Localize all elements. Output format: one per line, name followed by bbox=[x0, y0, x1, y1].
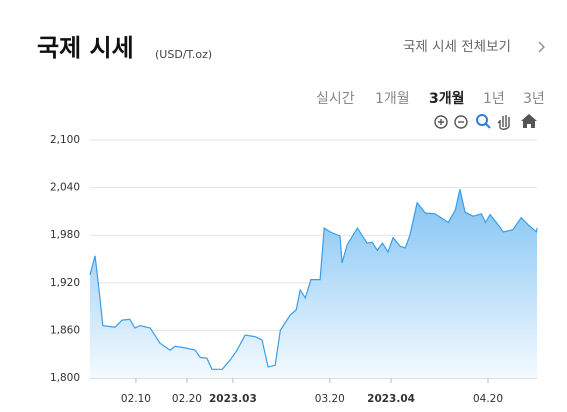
x-tick-label: 02.20 bbox=[172, 393, 202, 405]
title: 국제 시세 bbox=[37, 34, 134, 62]
view-all-link[interactable]: 국제 시세 전체보기 bbox=[403, 39, 511, 55]
y-tick-label: 2,100 bbox=[50, 134, 80, 146]
x-tick-label: 02.10 bbox=[121, 393, 151, 405]
period-tab[interactable]: 3개월 bbox=[429, 90, 465, 107]
period-tab[interactable]: 1개월 bbox=[375, 91, 410, 107]
y-tick-label: 1,860 bbox=[50, 324, 80, 336]
period-tabs: 실시간 1개월 3개월 1년 3년 bbox=[316, 90, 545, 107]
zoom-select[interactable] bbox=[476, 114, 491, 129]
zoom-out[interactable] bbox=[454, 115, 468, 129]
pan[interactable] bbox=[497, 115, 510, 130]
period-tab[interactable]: 실시간 bbox=[316, 91, 355, 107]
price-line bbox=[89, 189, 538, 370]
chart-tools bbox=[434, 114, 537, 130]
x-tick-label: 04.20 bbox=[473, 393, 503, 405]
y-tick-label: 2,040 bbox=[50, 182, 80, 194]
x-tick-label: 03.20 bbox=[315, 393, 345, 405]
unit: (USD/T.oz) bbox=[155, 48, 212, 61]
y-tick-label: 1,800 bbox=[50, 372, 80, 384]
zoom-in[interactable] bbox=[434, 115, 448, 129]
y-tick-label: 1,920 bbox=[50, 277, 80, 289]
y-tick-label: 1,980 bbox=[50, 229, 80, 241]
x-tick-label: 2023.04 bbox=[367, 393, 415, 405]
period-tab[interactable]: 1년 bbox=[483, 91, 505, 107]
chevron[interactable] bbox=[538, 41, 545, 53]
area-fill bbox=[90, 189, 537, 378]
x-tick-label: 2023.03 bbox=[209, 393, 257, 405]
reset[interactable] bbox=[521, 114, 537, 128]
period-tab[interactable]: 3년 bbox=[523, 91, 545, 107]
chart: 1,800 1,860 1,920 1,980 2,040 2,100 02.10 02.20… bbox=[50, 134, 538, 405]
